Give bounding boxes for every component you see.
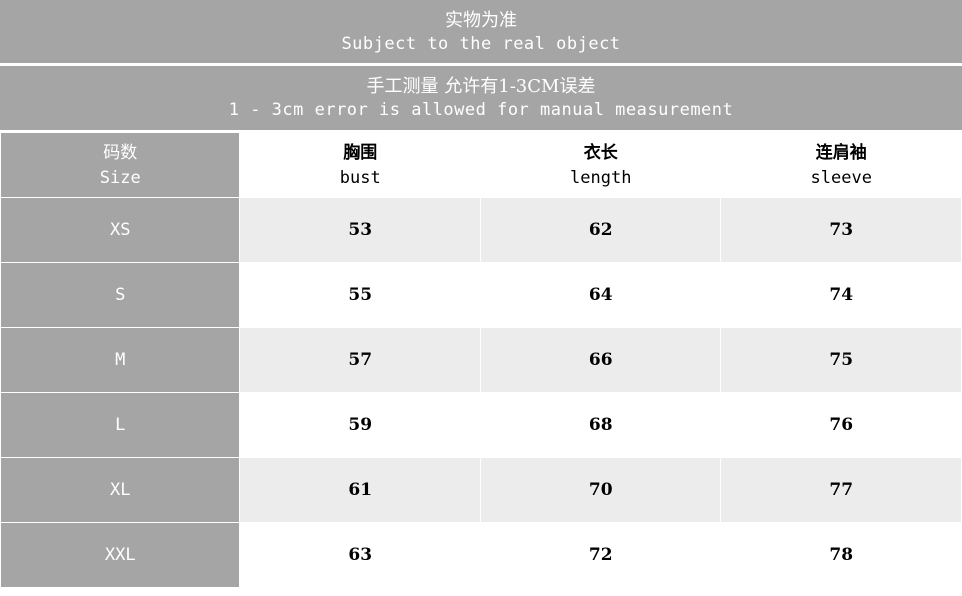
table-row: XXL 63 72 78 <box>0 522 962 588</box>
header-sleeve: 连肩袖 sleeve <box>720 132 962 198</box>
sleeve-cell: 78 <box>720 522 962 588</box>
size-cell: XL <box>0 457 241 523</box>
size-cell: L <box>0 392 241 458</box>
size-cell: M <box>0 327 241 393</box>
header-cn: 码数 <box>103 143 138 163</box>
size-cell: XS <box>0 197 241 263</box>
sleeve-cell: 77 <box>720 457 962 523</box>
table-row: L 59 68 76 <box>0 392 962 458</box>
sleeve-cell: 75 <box>720 327 962 393</box>
header-cn: 连肩袖 <box>815 143 867 163</box>
notice-cn: 手工测量 允许有1-3CM误差 <box>366 76 596 97</box>
notice-measurement-error: 手工测量 允许有1-3CM误差 1 - 3cm error is allowed… <box>0 66 962 132</box>
table-row: S 55 64 74 <box>0 262 962 328</box>
table-row: M 57 66 75 <box>0 327 962 393</box>
table-row: XL 61 70 77 <box>0 457 962 523</box>
bust-cell: 61 <box>239 457 481 523</box>
header-en: length <box>570 168 632 188</box>
length-cell: 62 <box>479 197 722 263</box>
length-cell: 66 <box>479 327 722 393</box>
bust-cell: 63 <box>239 522 481 588</box>
notice-en: Subject to the real object <box>341 34 621 54</box>
notice-cn: 实物为准 <box>445 10 517 31</box>
header-en: Size <box>99 168 141 188</box>
header-cn: 衣长 <box>583 143 618 163</box>
bust-cell: 57 <box>239 327 481 393</box>
length-cell: 64 <box>479 262 722 328</box>
length-cell: 70 <box>479 457 722 523</box>
header-en: bust <box>339 168 381 188</box>
header-en: sleeve <box>810 168 872 188</box>
size-cell: XXL <box>0 522 241 588</box>
bust-cell: 53 <box>239 197 481 263</box>
notice-real-object: 实物为准 Subject to the real object <box>0 0 962 65</box>
header-row: 码数 Size 胸围 bust 衣长 length 连肩袖 sleeve <box>0 132 962 198</box>
header-cn: 胸围 <box>343 143 378 163</box>
sleeve-cell: 76 <box>720 392 962 458</box>
bust-cell: 59 <box>239 392 481 458</box>
size-chart-table: 码数 Size 胸围 bust 衣长 length 连肩袖 sleeve XS 53 62 7… <box>0 132 962 588</box>
size-cell: S <box>0 262 241 328</box>
header-bust: 胸围 bust <box>239 132 481 198</box>
table-row: XS 53 62 73 <box>0 197 962 263</box>
sleeve-cell: 74 <box>720 262 962 328</box>
notice-en: 1 - 3cm error is allowed for manual meas… <box>228 100 734 120</box>
sleeve-cell: 73 <box>720 197 962 263</box>
bust-cell: 55 <box>239 262 481 328</box>
header-length: 衣长 length <box>479 132 722 198</box>
header-size: 码数 Size <box>0 132 241 198</box>
length-cell: 72 <box>479 522 722 588</box>
length-cell: 68 <box>479 392 722 458</box>
